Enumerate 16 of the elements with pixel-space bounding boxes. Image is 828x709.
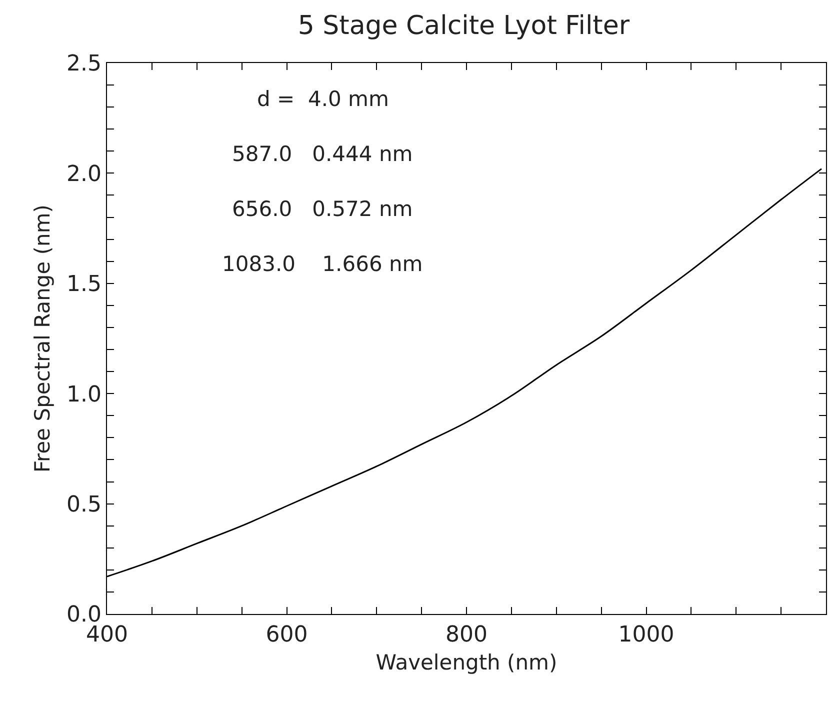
x-tick-label: 400 bbox=[86, 622, 128, 648]
annotation: 1083.0 1.666 nm bbox=[222, 252, 423, 276]
annotation: d = 4.0 mm bbox=[257, 87, 389, 111]
x-tick-label: 600 bbox=[266, 622, 308, 648]
x-tick-label: 1000 bbox=[618, 622, 674, 648]
annotation: 587.0 0.444 nm bbox=[232, 142, 413, 166]
y-axis-title: Free Spectral Range (nm) bbox=[30, 204, 55, 472]
y-tick-label: 1.5 bbox=[66, 272, 102, 298]
annotation: 656.0 0.572 nm bbox=[232, 197, 413, 221]
y-tick-label: 2.5 bbox=[66, 52, 102, 77]
y-tick-label: 1.0 bbox=[66, 382, 102, 408]
chart-title: 5 Stage Calcite Lyot Filter bbox=[298, 10, 630, 41]
y-tick-label: 2.0 bbox=[66, 162, 102, 187]
y-tick-label: 0.5 bbox=[66, 492, 102, 518]
x-tick-label: 800 bbox=[446, 622, 488, 648]
x-axis-title: Wavelength (nm) bbox=[376, 650, 558, 675]
